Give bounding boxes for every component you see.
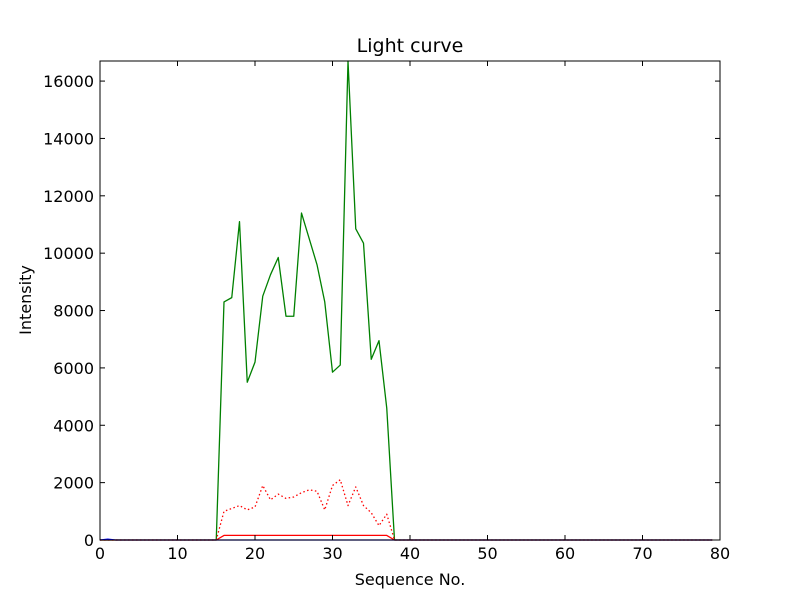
- y-tick-label: 6000: [53, 359, 94, 378]
- y-tick-label: 2000: [53, 474, 94, 493]
- x-tick-label: 40: [400, 544, 420, 563]
- x-axis-title: Sequence No.: [355, 570, 466, 589]
- y-tick-label: 16000: [43, 72, 94, 91]
- axes-layer: 0 10 20 30 40 50 60 70 80 0 2000 4000 6000 8000 10000 1…: [43, 60, 730, 563]
- y-tick-label: 14000: [43, 129, 94, 148]
- chart-title: Light curve: [357, 35, 464, 57]
- y-tick-label: 12000: [43, 187, 94, 206]
- x-tick-label: 30: [322, 544, 342, 563]
- y-axis-title: Intensity: [16, 265, 35, 335]
- x-tick-label: 0: [95, 544, 105, 563]
- x-tick-label: 70: [632, 544, 652, 563]
- x-tick-label: 60: [555, 544, 575, 563]
- x-tick-label: 80: [710, 544, 730, 563]
- y-tick-label: 8000: [53, 302, 94, 321]
- y-tick-label: 10000: [43, 244, 94, 263]
- x-tick-label: 20: [245, 544, 265, 563]
- x-tick-label: 50: [477, 544, 497, 563]
- x-tick-label: 10: [167, 544, 187, 563]
- y-tick-label: 4000: [53, 416, 94, 435]
- y-tick-label: 0: [84, 531, 94, 550]
